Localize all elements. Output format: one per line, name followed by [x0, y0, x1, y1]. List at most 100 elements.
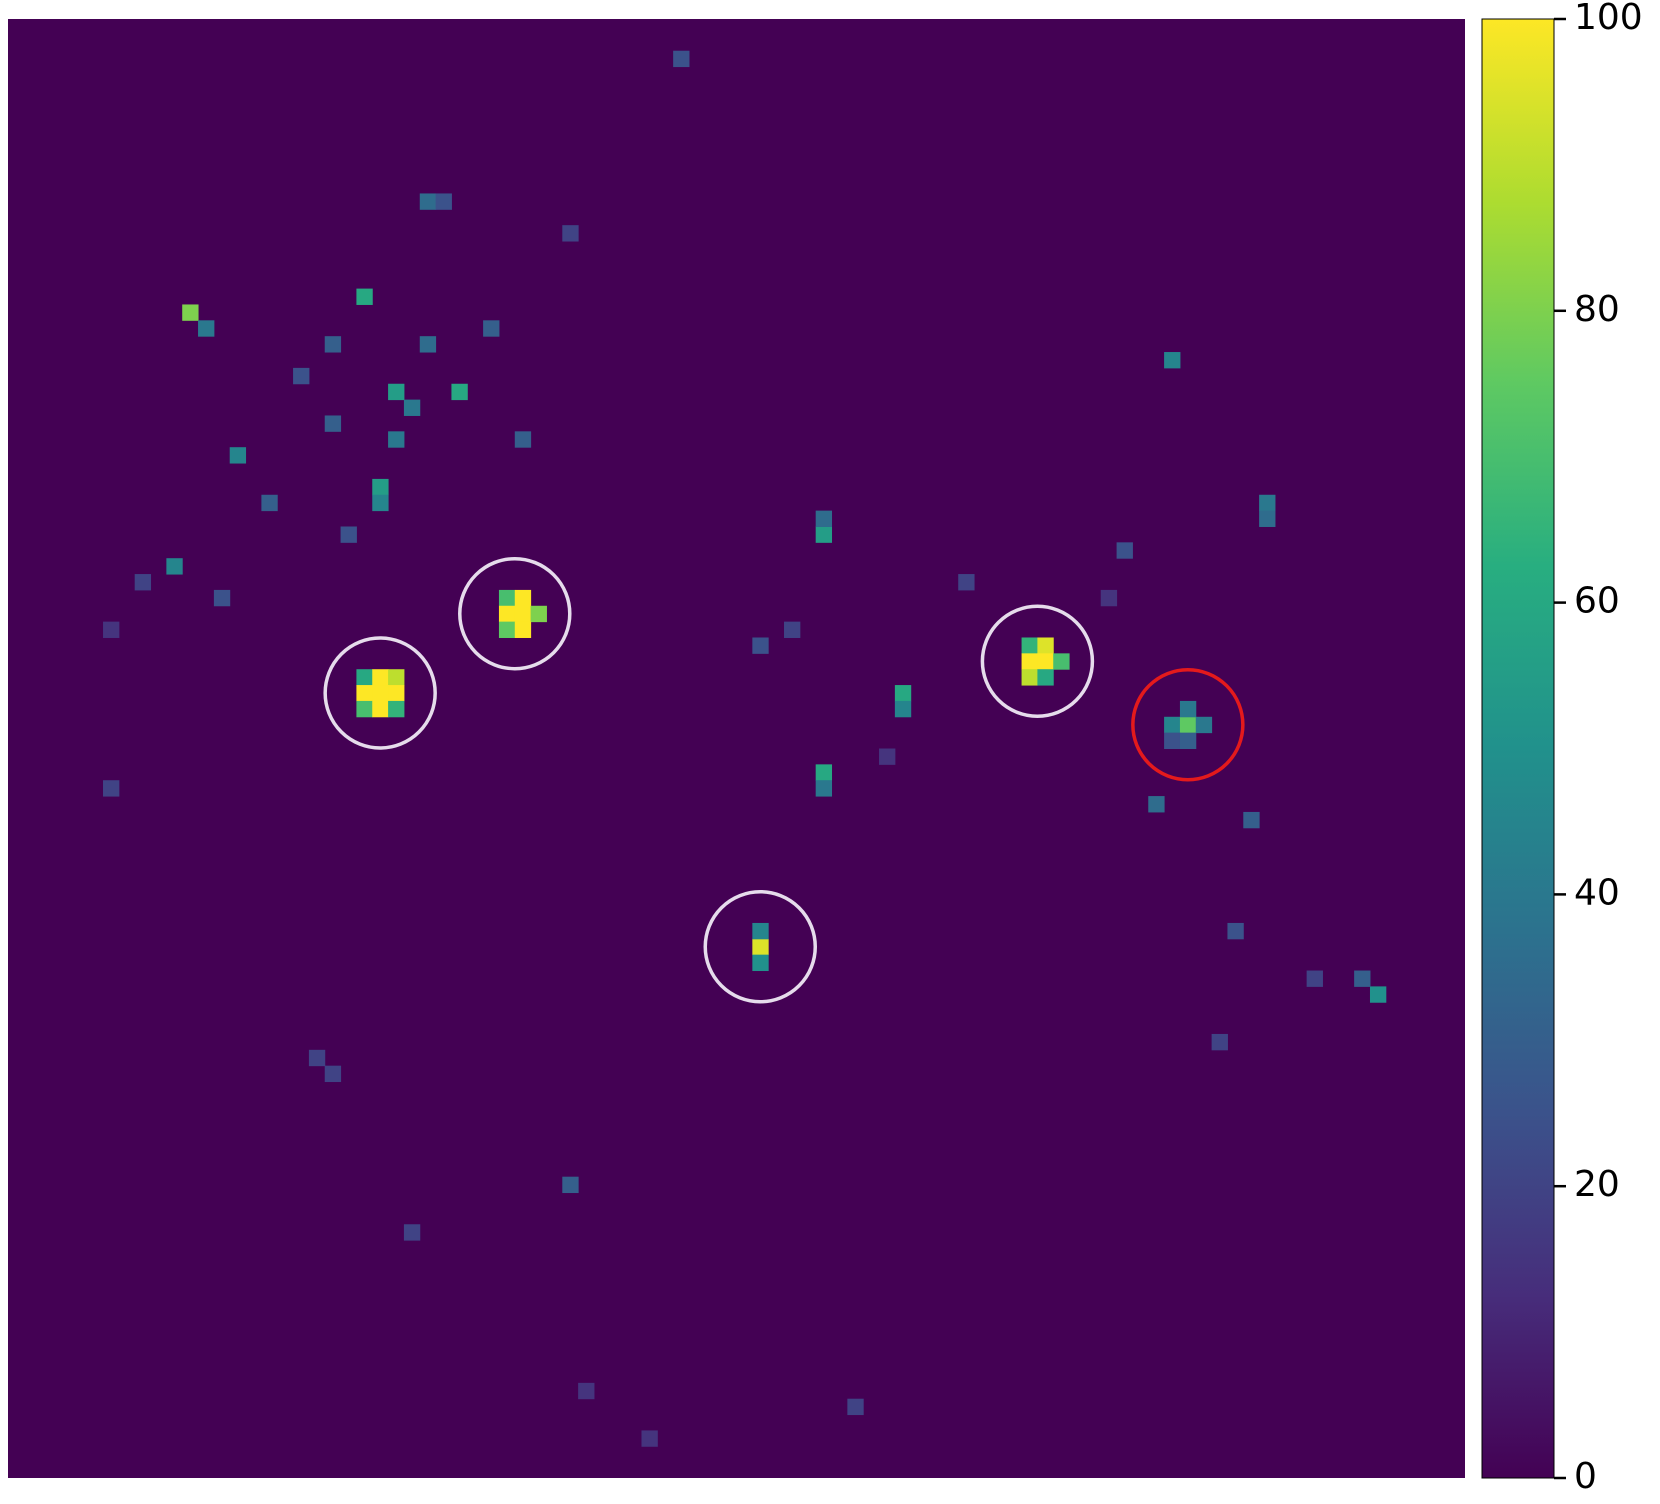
heatmap-cell — [1243, 811, 1260, 829]
heatmap-cell — [1164, 732, 1181, 749]
heatmap-cell — [356, 685, 373, 702]
heatmap-cell — [530, 605, 547, 623]
heatmap-cell — [1021, 669, 1038, 686]
heatmap-cell — [498, 605, 516, 623]
heatmap-cell — [752, 922, 769, 940]
heatmap-cell — [1227, 922, 1244, 940]
heatmap-cell — [1116, 542, 1133, 559]
heatmap-cell — [1179, 700, 1197, 718]
heatmap-cell — [1164, 352, 1181, 369]
heatmap-cell — [752, 938, 769, 956]
heatmap-cell — [1179, 716, 1197, 734]
heatmap-cell — [324, 336, 342, 353]
heatmap-cell — [1100, 589, 1118, 607]
heatmap-cell — [372, 700, 389, 718]
heatmap-cell — [578, 1382, 595, 1400]
heatmap-cell — [213, 589, 231, 607]
colorbar-tick-label: 40 — [1574, 872, 1620, 913]
heatmap-cell — [815, 526, 833, 543]
annotation-circle — [323, 636, 437, 750]
heatmap-cell — [815, 780, 833, 797]
heatmap-cell — [388, 685, 405, 702]
heatmap-cell — [388, 431, 405, 448]
heatmap-cell — [372, 494, 389, 512]
heatmap-cell — [498, 621, 516, 638]
heatmap-cell — [261, 494, 278, 512]
annotation-circle — [458, 556, 572, 671]
heatmap-cell — [403, 399, 421, 416]
heatmap-cell — [372, 685, 389, 702]
heatmap-cell — [1037, 669, 1054, 686]
heatmap-cell — [356, 669, 373, 686]
heatmap-cell — [1148, 796, 1165, 813]
heatmap-cell — [958, 574, 975, 591]
heatmap-cell — [388, 383, 405, 401]
heatmap-cell — [451, 383, 468, 401]
heatmap-cell — [1037, 637, 1054, 654]
heatmap-cell — [1164, 716, 1181, 734]
heatmap-cell — [562, 1176, 579, 1194]
heatmap-cell — [419, 336, 437, 353]
heatmap-cell — [372, 669, 389, 686]
heatmap-cell — [752, 954, 769, 972]
heatmap-cell — [324, 415, 342, 432]
heatmap-cell — [435, 193, 452, 210]
colorbar-tick-label: 20 — [1574, 1164, 1620, 1205]
colorbar-tick-label: 80 — [1574, 289, 1620, 330]
heatmap-cell — [1259, 510, 1276, 527]
heatmap-cell — [388, 669, 405, 686]
heatmap-cell — [1021, 637, 1038, 654]
heatmap-cell — [879, 748, 896, 765]
heatmap-background — [8, 19, 1465, 1478]
heatmap-cell — [784, 621, 801, 638]
heatmap-cell — [293, 367, 310, 385]
heatmap-cell — [340, 526, 357, 543]
heatmap-cell — [103, 780, 120, 797]
heatmap-cell — [356, 288, 373, 305]
heatmap-cell — [752, 637, 769, 654]
heatmap-cell — [514, 621, 532, 638]
heatmap-cell — [514, 589, 532, 607]
heatmap-cell — [498, 589, 516, 607]
heatmap-cell — [388, 700, 405, 718]
heatmap-cell — [324, 1065, 342, 1083]
heatmap-cell — [372, 478, 389, 496]
heatmap-cell — [356, 700, 373, 718]
annotation-circle — [703, 889, 818, 1004]
heatmap-cell — [419, 193, 437, 210]
heatmap-cell — [894, 700, 912, 718]
heatmap-cell — [1211, 1033, 1228, 1051]
heatmap-cell — [134, 574, 152, 591]
heatmap-cell — [198, 320, 215, 337]
heatmap-cell — [1354, 970, 1371, 987]
heatmap-cell — [815, 764, 833, 781]
heatmap-cell — [1195, 716, 1213, 734]
heatmap-cell — [1053, 653, 1070, 670]
heatmap-cell — [308, 1049, 326, 1067]
heatmap-cell — [1037, 653, 1054, 670]
heatmap-cell — [182, 304, 199, 321]
colorbar-tick-label: 60 — [1574, 581, 1620, 622]
heatmap-cell — [1021, 653, 1038, 670]
heatmap-cell — [1259, 494, 1276, 512]
colorbar — [1481, 18, 1555, 1479]
heatmap-cell — [1306, 970, 1323, 987]
heatmap-cell — [514, 431, 532, 448]
heatmap-cell — [562, 225, 579, 242]
heatmap-cell — [229, 447, 247, 464]
heatmap-cell — [894, 685, 912, 702]
heatmap-cell — [673, 50, 690, 68]
heatmap-cell — [103, 621, 120, 638]
heatmap-cell — [403, 1224, 421, 1241]
annotation-circle — [1131, 667, 1245, 782]
heatmap-cell — [847, 1398, 864, 1416]
heatmap-cell — [514, 605, 532, 623]
annotation-circle — [980, 604, 1095, 719]
heatmap-cell — [1179, 732, 1197, 749]
heatmap-cell — [1369, 986, 1387, 1003]
colorbar-tick-label: 100 — [1574, 0, 1643, 38]
heatmap-cell — [641, 1430, 658, 1447]
heatmap-cell — [483, 320, 500, 337]
heatmap-cell — [815, 510, 833, 527]
